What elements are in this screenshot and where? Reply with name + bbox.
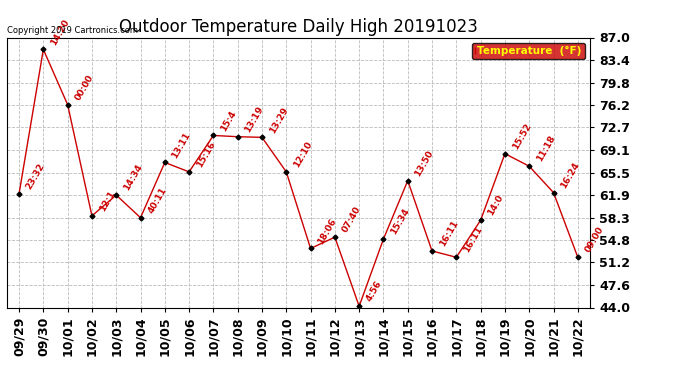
Text: 13:11: 13:11 xyxy=(170,130,193,160)
Text: 12:1: 12:1 xyxy=(97,189,117,213)
Title: Outdoor Temperature Daily High 20191023: Outdoor Temperature Daily High 20191023 xyxy=(119,18,478,36)
Text: 13:19: 13:19 xyxy=(244,105,266,134)
Text: 23:32: 23:32 xyxy=(25,162,47,191)
Text: 4:56: 4:56 xyxy=(365,279,384,303)
Text: 00:00: 00:00 xyxy=(73,73,95,102)
Text: 13:29: 13:29 xyxy=(268,105,290,135)
Text: 14:34: 14:34 xyxy=(121,163,144,192)
Text: Copyright 2019 Cartronics.com: Copyright 2019 Cartronics.com xyxy=(7,26,138,35)
Text: 15:4: 15:4 xyxy=(219,109,238,133)
Text: 12:10: 12:10 xyxy=(292,140,314,169)
Text: 16:11: 16:11 xyxy=(437,219,460,248)
Text: 18:06: 18:06 xyxy=(316,216,338,246)
Text: 40:11: 40:11 xyxy=(146,186,168,215)
Legend: Temperature  (°F): Temperature (°F) xyxy=(472,43,584,59)
Text: 15:52: 15:52 xyxy=(511,122,533,151)
Text: 15:34: 15:34 xyxy=(389,207,411,236)
Text: 15:16: 15:16 xyxy=(195,140,217,169)
Text: 11:18: 11:18 xyxy=(535,134,557,164)
Text: 16:24: 16:24 xyxy=(559,160,581,190)
Text: 07:40: 07:40 xyxy=(340,205,362,234)
Text: 16:11: 16:11 xyxy=(462,225,484,255)
Text: 14:0: 14:0 xyxy=(486,194,505,217)
Text: 14:20: 14:20 xyxy=(49,17,71,46)
Text: 13:50: 13:50 xyxy=(413,149,435,178)
Text: 09:00: 09:00 xyxy=(583,225,605,255)
